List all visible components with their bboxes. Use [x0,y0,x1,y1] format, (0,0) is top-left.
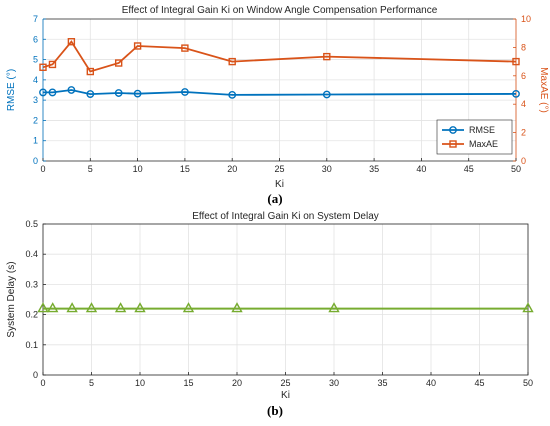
x-tick-label-b: 5 [89,378,94,388]
y-right-tick-label-a: 4 [521,99,526,109]
x-tick-label-a: 5 [88,164,93,174]
y-right-tick-label-a: 0 [521,156,526,166]
x-tick-label-a: 35 [369,164,379,174]
y-left-tick-label-a: 4 [33,75,38,85]
data-point-delay [47,302,59,313]
data-point-delay [182,302,195,313]
y-left-tick-label-a: 1 [33,136,38,146]
data-point-maxae [228,57,236,66]
x-tick-label-a: 25 [274,164,284,174]
y-left-tick-label-a: 7 [33,14,38,24]
y-tick-label-b: 0.3 [25,279,38,289]
data-point-maxae [114,59,123,67]
x-tick-label-b: 25 [280,378,290,388]
y-axis-label-left-a: RMSE (°) [6,69,17,111]
y-right-tick-label-a: 8 [521,42,526,52]
data-point-rmse [180,88,189,96]
y-right-tick-label-a: 10 [521,14,531,24]
data-point-rmse [86,90,95,98]
chart-title-b: Effect of Integral Gain Ki on System Del… [192,211,379,222]
x-tick-label-b: 15 [183,378,193,388]
data-point-maxae [512,57,520,66]
legend-marker-rmse [449,126,457,134]
x-tick-label-b: 35 [377,378,387,388]
series-line-rmse [43,89,517,96]
data-point-delay [85,302,98,313]
x-tick-label-b: 40 [426,378,436,388]
y-tick-label-b: 0.5 [25,219,38,229]
x-tick-label-a: 30 [322,164,332,174]
data-point-maxae [67,38,76,46]
data-point-delay [328,302,340,313]
x-axis-label-b: Ki [281,390,290,401]
data-point-maxae [39,63,47,71]
data-point-rmse [133,89,142,98]
data-point-rmse [39,88,47,97]
data-point-rmse [322,90,331,99]
data-point-delay [134,302,146,313]
panel-label-a: (a) [267,191,282,206]
data-point-delay [66,302,78,313]
y-tick-label-b: 0.1 [25,340,38,350]
legend-label-maxae: MaxAE [469,139,498,149]
y-left-tick-label-a: 5 [33,55,38,65]
data-point-maxae [48,60,57,69]
y-right-tick-label-a: 2 [521,128,526,138]
y-axis-label-right-a: MaxAE (°) [538,67,549,113]
x-tick-label-b: 50 [523,378,533,388]
data-point-maxae [181,44,189,52]
data-point-rmse [512,89,520,98]
x-tick-label-b: 10 [135,378,145,388]
y-left-tick-label-a: 3 [33,95,38,105]
data-point-delay [522,302,534,313]
x-tick-label-a: 15 [180,164,190,174]
panel-label-b: (b) [267,403,283,418]
data-point-delay [114,302,127,313]
y-left-tick-label-a: 0 [33,156,38,166]
data-point-rmse [48,88,57,97]
y-tick-label-b: 0.2 [25,310,38,320]
y-tick-label-b: 0 [33,370,38,380]
x-tick-label-a: 45 [464,164,474,174]
data-point-rmse [67,86,76,94]
legend-box-a [436,119,513,155]
x-tick-label-b: 45 [474,378,484,388]
x-tick-label-a: 10 [133,164,143,174]
y-right-tick-label-a: 6 [521,71,526,81]
x-tick-label-b: 30 [329,378,339,388]
data-point-maxae [86,67,95,76]
data-point-maxae [323,52,331,61]
chart-title-a: Effect of Integral Gain Ki on Window Ang… [122,5,438,16]
y-left-tick-label-a: 2 [33,115,38,125]
data-point-rmse [114,89,123,97]
data-point-maxae [133,42,142,50]
data-point-delay [231,302,243,313]
x-tick-label-a: 0 [40,164,45,174]
x-tick-label-b: 0 [40,378,45,388]
x-tick-label-b: 20 [232,378,242,388]
x-axis-label-a: Ki [275,179,284,190]
y-left-tick-label-a: 6 [33,34,38,44]
data-point-rmse [228,90,237,99]
legend-marker-maxae [449,140,457,148]
legend-label-rmse: RMSE [469,125,495,135]
series-line-maxae [42,40,517,73]
x-tick-label-a: 20 [227,164,237,174]
data-point-delay [37,302,49,313]
y-axis-label-b: System Delay (s) [6,261,17,337]
x-tick-label-a: 40 [416,164,426,174]
x-tick-label-a: 50 [511,164,521,174]
y-tick-label-b: 0.4 [25,249,38,259]
